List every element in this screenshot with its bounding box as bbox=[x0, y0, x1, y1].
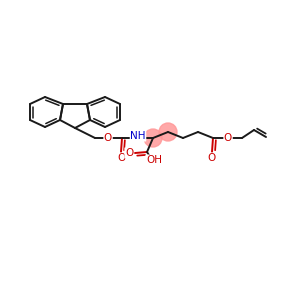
Text: O: O bbox=[224, 133, 232, 143]
Text: O: O bbox=[117, 153, 125, 163]
Text: O: O bbox=[125, 148, 133, 158]
Circle shape bbox=[159, 123, 177, 141]
Text: O: O bbox=[208, 153, 216, 163]
Text: NH: NH bbox=[130, 131, 146, 141]
Circle shape bbox=[144, 129, 162, 147]
Text: OH: OH bbox=[146, 155, 162, 165]
Text: O: O bbox=[104, 133, 112, 143]
